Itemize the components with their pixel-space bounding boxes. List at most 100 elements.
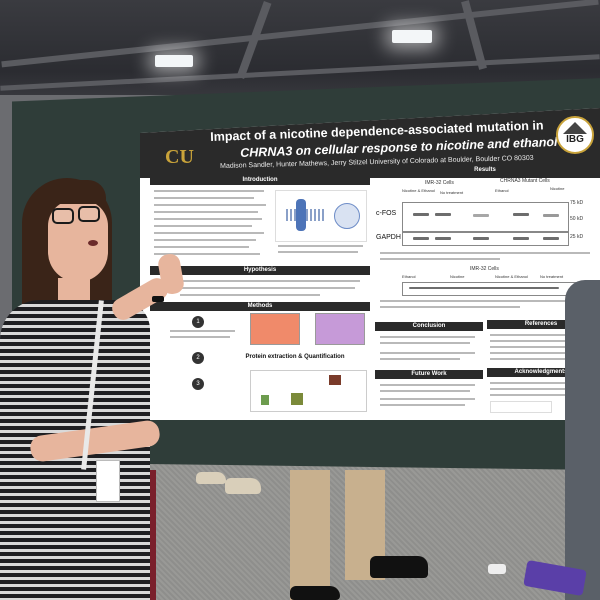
section-hypothesis: Hypothesis — [150, 266, 370, 275]
ibg-logo-text: IBG — [566, 134, 584, 145]
section-introduction: Introduction — [150, 176, 370, 185]
text-line — [154, 246, 249, 248]
text-line — [380, 342, 470, 344]
research-poster: CU Impact of a nicotine dependence-assoc… — [140, 108, 600, 420]
western-blot-gapdh — [402, 232, 569, 246]
text-line — [380, 398, 475, 400]
text-line — [380, 258, 500, 260]
blot-label-cfos: c-FOS — [376, 210, 397, 217]
person-right-edge — [565, 280, 600, 600]
hair-front — [40, 180, 106, 204]
section-acknowledgments: Acknowledgments — [487, 368, 595, 377]
university-logo-footer — [490, 401, 552, 413]
step-number: 2 — [192, 352, 204, 364]
western-blot-cfos — [402, 202, 569, 232]
condition-label: Ethanol — [402, 274, 416, 279]
section-protein: Protein extraction & Quantification — [220, 353, 370, 362]
section-results: Results — [375, 166, 595, 175]
text-line — [490, 346, 590, 348]
text-line — [180, 294, 320, 296]
blot-band — [413, 213, 429, 216]
text-line — [154, 239, 256, 241]
text-line — [380, 306, 520, 308]
cell-plate-red — [250, 313, 300, 345]
marker-label: 75 kD — [570, 200, 584, 206]
marker-label: 25 kD — [570, 234, 584, 240]
condition-label: Nicotine & Ethanol — [495, 274, 528, 279]
blot-band — [513, 237, 529, 240]
cu-logo: CU — [165, 146, 194, 168]
glasses-icon — [52, 208, 74, 224]
condition-label: Nicotine & Ethanol — [402, 188, 435, 193]
shoe — [290, 586, 340, 600]
western-blot-lower — [402, 282, 584, 296]
text-line — [154, 211, 258, 213]
receptor-figure — [275, 190, 367, 242]
blot-band — [409, 287, 559, 289]
shoe — [370, 556, 428, 578]
text-line — [380, 336, 475, 338]
condition-label: No treatment — [540, 274, 564, 279]
blot-band — [413, 237, 429, 240]
text-line — [490, 358, 588, 360]
ceiling-light — [392, 30, 432, 43]
text-line — [380, 384, 475, 386]
text-line — [154, 197, 254, 199]
blot-band — [473, 237, 489, 240]
step-number: 1 — [192, 316, 204, 328]
text-line — [180, 287, 355, 289]
text-line — [490, 334, 590, 336]
blot-band — [543, 237, 559, 240]
results-header-imr32-lower: IMR-32 Cells — [470, 266, 499, 272]
blot-band — [543, 214, 559, 217]
text-line — [154, 253, 260, 255]
text-line — [490, 352, 582, 354]
text-line — [490, 382, 590, 384]
text-line — [154, 190, 264, 192]
text-line — [380, 352, 475, 354]
marker-label: 50 kD — [570, 216, 584, 222]
name-badge — [96, 460, 120, 502]
text-line — [490, 394, 580, 396]
condition-label: Nicotine — [450, 274, 465, 279]
ceiling-light — [155, 55, 193, 67]
mountain-icon — [563, 122, 587, 134]
mouth — [88, 240, 98, 246]
person-legs — [290, 470, 330, 600]
text-line — [154, 218, 262, 220]
condition-label: Ethanol — [495, 188, 509, 193]
section-conclusion: Conclusion — [375, 322, 483, 331]
section-future-work: Future Work — [375, 370, 483, 379]
results-header-imr32: IMR-32 Cells — [425, 180, 454, 186]
blot-band — [513, 213, 529, 216]
text-line — [154, 204, 266, 206]
ibg-logo: IBG — [556, 116, 594, 154]
text-line — [154, 232, 264, 234]
text-line — [180, 280, 360, 282]
shoe — [225, 478, 261, 494]
text-line — [278, 245, 363, 247]
condition-label: No treatment — [440, 190, 464, 195]
blot-label-gapdh: GAPDH — [376, 234, 401, 241]
watch-icon — [152, 296, 164, 302]
section-methods: Methods — [150, 302, 370, 311]
text-line — [380, 252, 590, 254]
section-references: References — [487, 320, 595, 329]
text-line — [380, 390, 470, 392]
text-line — [170, 336, 230, 338]
blot-band — [473, 214, 489, 217]
text-line — [380, 404, 465, 406]
cell-plate-purple — [315, 313, 365, 345]
text-line — [380, 358, 460, 360]
text-line — [170, 330, 235, 332]
text-line — [278, 251, 358, 253]
text-line — [380, 300, 590, 302]
text-line — [490, 340, 585, 342]
text-line — [154, 225, 252, 227]
text-line — [490, 388, 585, 390]
results-header-chrna3: CHRNA3 Mutant Cells — [500, 178, 550, 184]
blot-band — [435, 237, 451, 240]
blot-band — [435, 213, 451, 216]
